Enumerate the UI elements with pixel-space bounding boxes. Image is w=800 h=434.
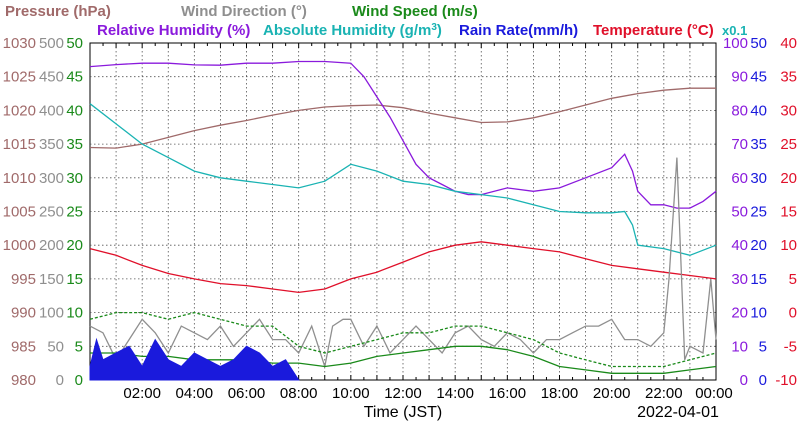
x-tick-label: 08:00 <box>280 385 318 402</box>
tick-label-wind_speed: 20 <box>66 237 83 254</box>
legend-item: x0.1 <box>722 23 747 38</box>
tick-label-temperature: 40 <box>780 35 797 52</box>
x-tick-label: 16:00 <box>489 385 527 402</box>
x-tick-label: 18:00 <box>541 385 579 402</box>
tick-label-pressure: 995 <box>11 271 36 288</box>
tick-label-rain_rate: 10 <box>750 305 767 322</box>
tick-label-rain_rate: 5 <box>759 338 767 355</box>
tick-label-pressure: 1010 <box>3 170 36 187</box>
x-tick-label: 22:00 <box>645 385 683 402</box>
tick-label-rain_rate: 35 <box>750 136 767 153</box>
tick-label-wind_direction: 250 <box>39 204 64 221</box>
tick-label-relative_humidity: 90 <box>731 69 748 86</box>
tick-label-wind_direction: 0 <box>56 372 64 389</box>
grid-lines <box>89 43 717 380</box>
tick-label-pressure: 1030 <box>3 35 36 52</box>
tick-label-relative_humidity: 10 <box>731 338 748 355</box>
tick-label-temperature: 30 <box>780 102 797 119</box>
tick-label-wind_direction: 450 <box>39 69 64 86</box>
tick-label-pressure: 985 <box>11 338 36 355</box>
x-tick-label: 02:00 <box>123 385 161 402</box>
legend-item: Pressure (hPa) <box>5 3 111 20</box>
legend-item: Absolute Humidity (g/m3) <box>263 22 442 40</box>
tick-label-pressure: 1020 <box>3 102 36 119</box>
tick-label-relative_humidity: 70 <box>731 136 748 153</box>
tick-label-temperature: 5 <box>789 271 797 288</box>
tick-label-relative_humidity: 100 <box>723 35 748 52</box>
tick-label-rain_rate: 30 <box>750 170 767 187</box>
tick-label-relative_humidity: 50 <box>731 204 748 221</box>
tick-label-pressure: 1005 <box>3 204 36 221</box>
tick-label-pressure: 1015 <box>3 136 36 153</box>
tick-label-wind_speed: 10 <box>66 305 83 322</box>
tick-label-rain_rate: 20 <box>750 237 767 254</box>
tick-label-relative_humidity: 0 <box>740 372 748 389</box>
series-rain <box>89 337 300 381</box>
tick-label-wind_speed: 40 <box>66 102 83 119</box>
legend-item: Temperature (°C) <box>593 22 714 39</box>
tick-label-relative_humidity: 60 <box>731 170 748 187</box>
legend-item: Rain Rate(mm/h) <box>459 22 578 39</box>
tick-label-temperature: 20 <box>780 170 797 187</box>
tick-label-wind_direction: 300 <box>39 170 64 187</box>
tick-label-rain_rate: 40 <box>750 102 767 119</box>
tick-label-wind_speed: 5 <box>75 338 83 355</box>
tick-label-pressure: 1025 <box>3 69 36 86</box>
tick-label-rain_rate: 45 <box>750 69 767 86</box>
tick-label-temperature: 35 <box>780 69 797 86</box>
tick-label-rain_rate: 15 <box>750 271 767 288</box>
x-axis-label: Time (JST) <box>364 404 443 421</box>
tick-label-relative_humidity: 20 <box>731 305 748 322</box>
tick-label-pressure: 980 <box>11 372 36 389</box>
tick-label-wind_speed: 0 <box>75 372 83 389</box>
tick-label-rain_rate: 0 <box>759 372 767 389</box>
tick-label-wind_direction: 50 <box>47 338 64 355</box>
tick-label-wind_direction: 350 <box>39 136 64 153</box>
tick-label-temperature: 15 <box>780 204 797 221</box>
tick-label-wind_direction: 150 <box>39 271 64 288</box>
tick-label-wind_speed: 45 <box>66 69 83 86</box>
tick-label-wind_speed: 15 <box>66 271 83 288</box>
tick-label-pressure: 1000 <box>3 237 36 254</box>
legend-item: Relative Humidity (%) <box>97 22 250 39</box>
tick-label-temperature: -10 <box>775 372 797 389</box>
tick-label-pressure: 990 <box>11 305 36 322</box>
tick-label-wind_direction: 400 <box>39 102 64 119</box>
tick-label-temperature: 10 <box>780 237 797 254</box>
legend: Pressure (hPa) Wind Direction (°) Wind Spe… <box>5 3 747 39</box>
x-tick-label: 12:00 <box>384 385 422 402</box>
left-axes: 1030102510201015101010051000995990985980… <box>3 35 83 389</box>
x-tick-label: 06:00 <box>228 385 266 402</box>
x-tick-label: 14:00 <box>436 385 474 402</box>
tick-label-wind_speed: 35 <box>66 136 83 153</box>
x-tick-label: 00:00 <box>695 385 733 402</box>
x-axis: 02:00 04:00 06:00 08:00 10:00 12:00 14:00 16:00… <box>123 385 732 402</box>
right-axes: 1009080706050403020100504540353025201510… <box>723 35 797 389</box>
tick-label-relative_humidity: 80 <box>731 102 748 119</box>
tick-label-relative_humidity: 40 <box>731 237 748 254</box>
legend-item: Wind Speed (m/s) <box>352 3 478 20</box>
series-group <box>89 60 717 381</box>
tick-label-wind_direction: 500 <box>39 35 64 52</box>
tick-label-temperature: 25 <box>780 136 797 153</box>
tick-label-wind_speed: 25 <box>66 204 83 221</box>
legend-item: Wind Direction (°) <box>181 3 307 20</box>
tick-label-relative_humidity: 30 <box>731 271 748 288</box>
date-label: 2022-04-01 <box>637 404 719 421</box>
tick-label-wind_speed: 50 <box>66 35 83 52</box>
tick-label-wind_direction: 100 <box>39 305 64 322</box>
x-tick-label: 04:00 <box>176 385 214 402</box>
tick-label-temperature: 0 <box>789 305 797 322</box>
tick-label-rain_rate: 25 <box>750 204 767 221</box>
tick-label-wind_speed: 30 <box>66 170 83 187</box>
tick-label-wind_direction: 200 <box>39 237 64 254</box>
tick-label-temperature: -5 <box>784 338 797 355</box>
x-tick-label: 10:00 <box>332 385 370 402</box>
tick-label-rain_rate: 50 <box>750 35 767 52</box>
x-tick-label: 20:00 <box>593 385 631 402</box>
